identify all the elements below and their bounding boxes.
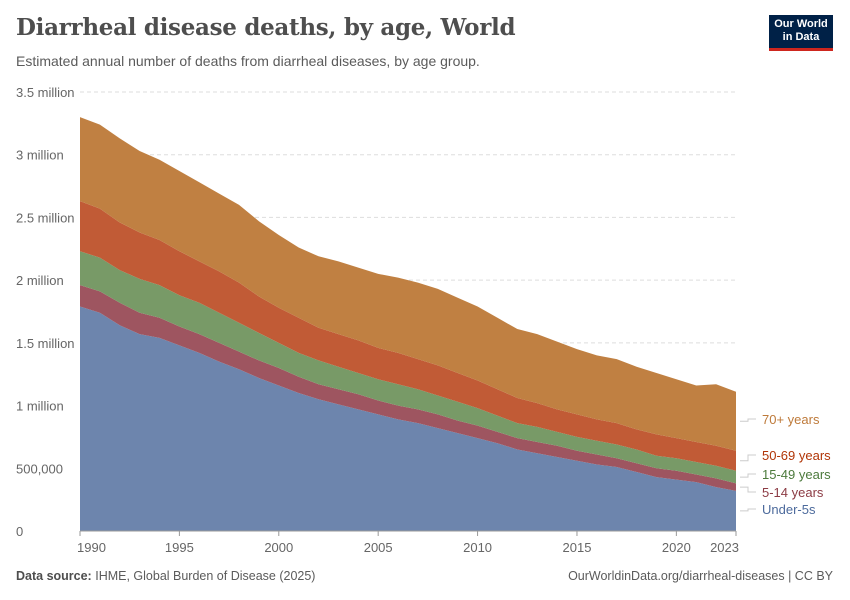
y-tick-label: 1.5 million (16, 336, 75, 351)
y-tick-label: 3.5 million (16, 85, 75, 100)
source-text[interactable]: IHME, Global Burden of Disease (2025) (95, 569, 316, 583)
x-tick-label: 2020 (662, 540, 691, 555)
owid-logo[interactable]: Our World in Data (769, 15, 833, 51)
x-tick-label: 1995 (165, 540, 194, 555)
series-label: 15-49 years (762, 467, 831, 482)
y-tick-label: 2 million (16, 273, 64, 288)
label-connector (740, 508, 756, 512)
series-label: 70+ years (762, 412, 820, 427)
y-tick-label: 0 (16, 524, 23, 539)
series-label: Under-5s (762, 502, 816, 517)
series-label: 50-69 years (762, 448, 831, 463)
y-tick-label: 1 million (16, 399, 64, 414)
label-connector (740, 418, 756, 422)
x-tick-label: 2005 (364, 540, 393, 555)
chart-title: Diarrheal disease deaths, by age, World (16, 14, 516, 41)
source-label: Data source: (16, 569, 92, 583)
x-tick-label: 2015 (563, 540, 592, 555)
chart-subtitle: Estimated annual number of deaths from d… (16, 53, 480, 69)
data-source: Data source: IHME, Global Burden of Dise… (16, 569, 315, 583)
area-5-14-years (80, 285, 736, 491)
area-15-49-years (80, 251, 736, 484)
x-tick-label: 1990 (77, 540, 106, 555)
y-tick-label: 2.5 million (16, 210, 75, 225)
footer-url[interactable]: OurWorldinData.org/diarrheal-diseases | … (568, 569, 833, 583)
area-under-5s (80, 306, 736, 531)
x-tick-label: 2010 (463, 540, 492, 555)
series-label: 5-14 years (762, 485, 824, 500)
label-connector (740, 454, 756, 462)
area-70-years (80, 117, 736, 451)
label-connector (740, 486, 756, 493)
y-tick-label: 3 million (16, 148, 64, 163)
x-tick-label: 2023 (710, 540, 739, 555)
area-50-69-years (80, 201, 736, 471)
y-tick-label: 500,000 (16, 461, 63, 476)
label-connector (740, 473, 756, 478)
x-tick-label: 2000 (264, 540, 293, 555)
